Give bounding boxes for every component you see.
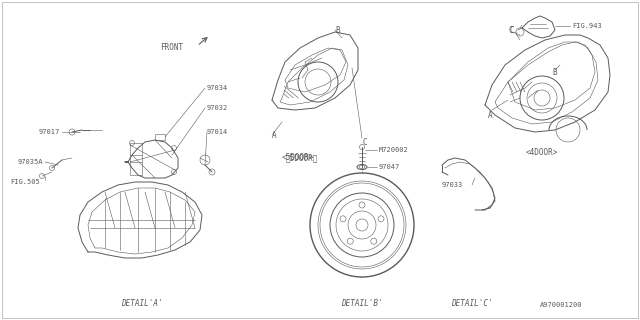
- Bar: [155, 134, 165, 140]
- Text: <4DOOR>: <4DOOR>: [526, 148, 558, 156]
- Text: M720002: M720002: [379, 147, 409, 153]
- Text: B: B: [335, 26, 340, 35]
- Text: DETAIL'A': DETAIL'A': [121, 299, 163, 308]
- Text: C: C: [362, 138, 367, 147]
- Text: 97035A: 97035A: [17, 159, 43, 165]
- Text: 97032: 97032: [207, 105, 228, 111]
- Text: <5DOOR>: <5DOOR>: [282, 154, 314, 163]
- Text: C: C: [510, 26, 515, 35]
- Bar: [130, 143, 142, 175]
- Text: FRONT: FRONT: [160, 44, 183, 52]
- Text: A: A: [272, 131, 276, 140]
- Text: 〇5DOOR〉: 〇5DOOR〉: [286, 154, 318, 163]
- Text: 97047: 97047: [379, 164, 400, 170]
- Text: DETAIL'C': DETAIL'C': [451, 299, 493, 308]
- Text: FIG.943: FIG.943: [572, 23, 602, 29]
- Text: C: C: [508, 26, 513, 35]
- Text: A: A: [488, 110, 493, 119]
- Text: 97017: 97017: [39, 129, 60, 135]
- Text: DETAIL'B': DETAIL'B': [341, 299, 383, 308]
- Text: B: B: [552, 68, 557, 76]
- Text: 97014: 97014: [207, 129, 228, 135]
- Text: A970001200: A970001200: [540, 302, 582, 308]
- Text: 97033: 97033: [442, 182, 463, 188]
- Text: 97034: 97034: [207, 85, 228, 91]
- Text: FIG.505: FIG.505: [10, 179, 40, 185]
